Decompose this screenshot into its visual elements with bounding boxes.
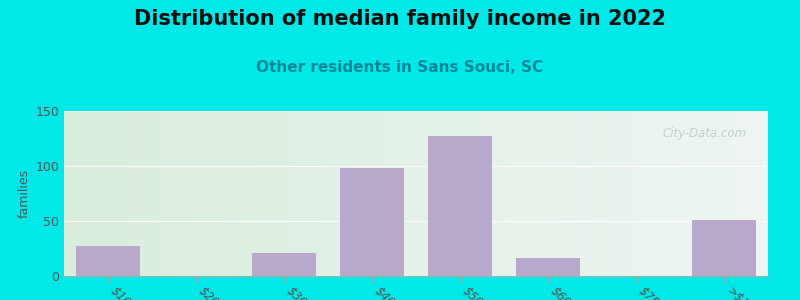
Text: City-Data.com: City-Data.com (662, 128, 747, 140)
Bar (76, 246, 140, 276)
Y-axis label: families: families (18, 169, 31, 218)
Bar (340, 168, 404, 276)
Bar (692, 220, 756, 276)
Text: Other residents in Sans Souci, SC: Other residents in Sans Souci, SC (257, 60, 543, 75)
Bar (516, 258, 580, 276)
Bar (428, 136, 492, 276)
Text: Distribution of median family income in 2022: Distribution of median family income in … (134, 9, 666, 29)
Bar (252, 253, 316, 276)
